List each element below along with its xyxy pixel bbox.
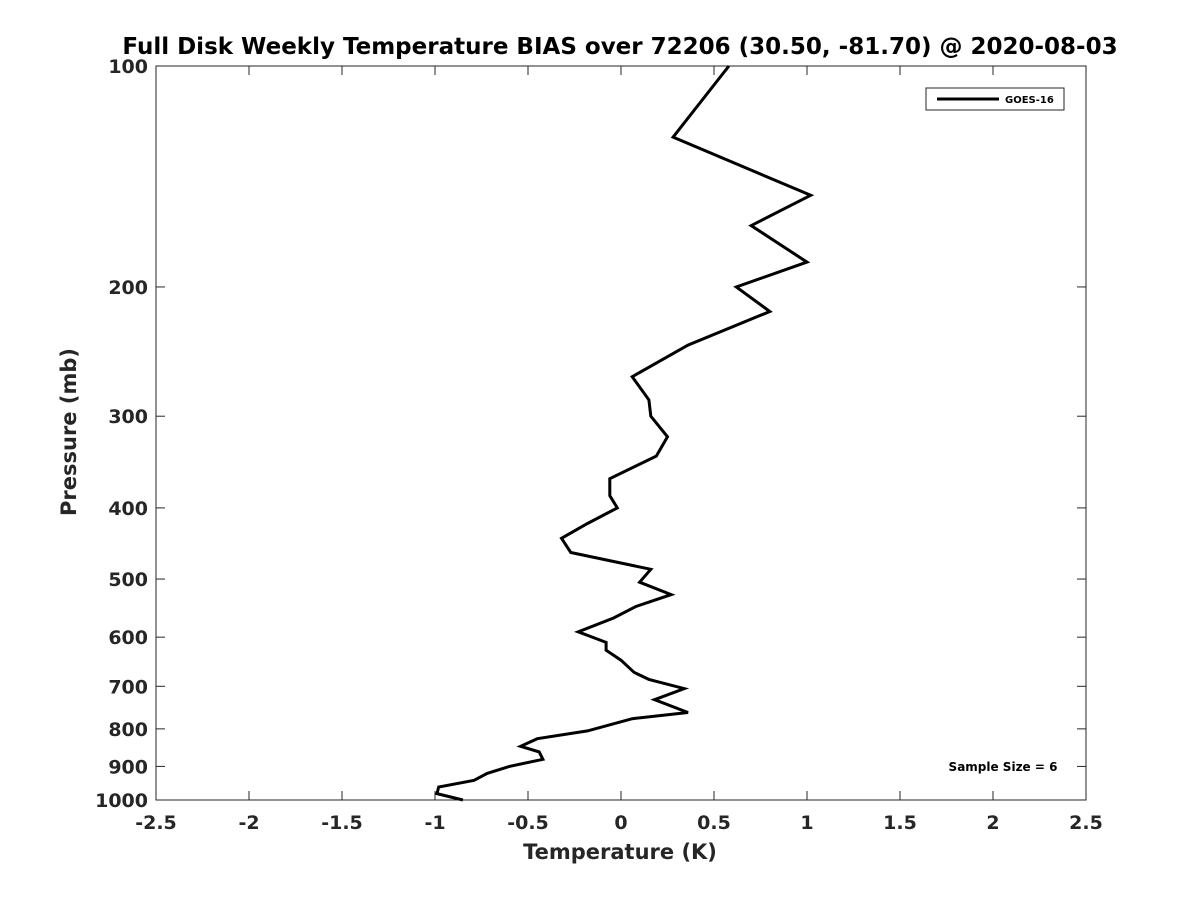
y-tick-label: 200 <box>108 277 148 299</box>
legend: GOES-16 <box>925 87 1065 111</box>
y-tick-label: 600 <box>108 627 148 649</box>
y-tick-label: 900 <box>108 756 148 778</box>
x-tick-label: -1.5 <box>321 812 363 834</box>
x-tick-label: 0.5 <box>697 812 731 834</box>
x-axis: -2.5 -2 -1.5 -1 -0.5 0 0.5 1 1.5 2 2.5 <box>135 66 1103 834</box>
x-tick-label: -1 <box>424 812 445 834</box>
series-line-goes-16 <box>435 65 815 802</box>
y-tick-label: 1000 <box>95 790 148 812</box>
x-axis-label: Temperature (K) <box>523 840 717 864</box>
y-tick-label: 500 <box>108 569 148 591</box>
series-layer <box>435 65 815 802</box>
y-tick-label: 100 <box>108 56 148 78</box>
plot-area-frame <box>155 65 1087 801</box>
y-tick-label: 300 <box>108 406 148 428</box>
sample-size-annotation: Sample Size = 6 <box>949 760 1058 774</box>
y-tick-label: 400 <box>108 498 148 520</box>
chart-title: Full Disk Weekly Temperature BIAS over 7… <box>122 34 1117 60</box>
x-tick-label: 2.5 <box>1069 812 1103 834</box>
y-axis: 100 200 300 400 500 600 700 800 900 1000 <box>95 56 1086 812</box>
x-tick-label: 1 <box>800 812 813 834</box>
legend-label-goes-16: GOES-16 <box>1005 95 1054 106</box>
x-tick-label: -2 <box>238 812 259 834</box>
x-tick-label: -0.5 <box>507 812 549 834</box>
x-tick-label: 2 <box>986 812 999 834</box>
x-tick-label: 1.5 <box>883 812 917 834</box>
y-tick-label: 700 <box>108 676 148 698</box>
y-axis-label: Pressure (mb) <box>57 348 81 516</box>
x-tick-label: -2.5 <box>135 812 177 834</box>
y-tick-label: 800 <box>108 719 148 741</box>
x-tick-label: 0 <box>614 812 627 834</box>
